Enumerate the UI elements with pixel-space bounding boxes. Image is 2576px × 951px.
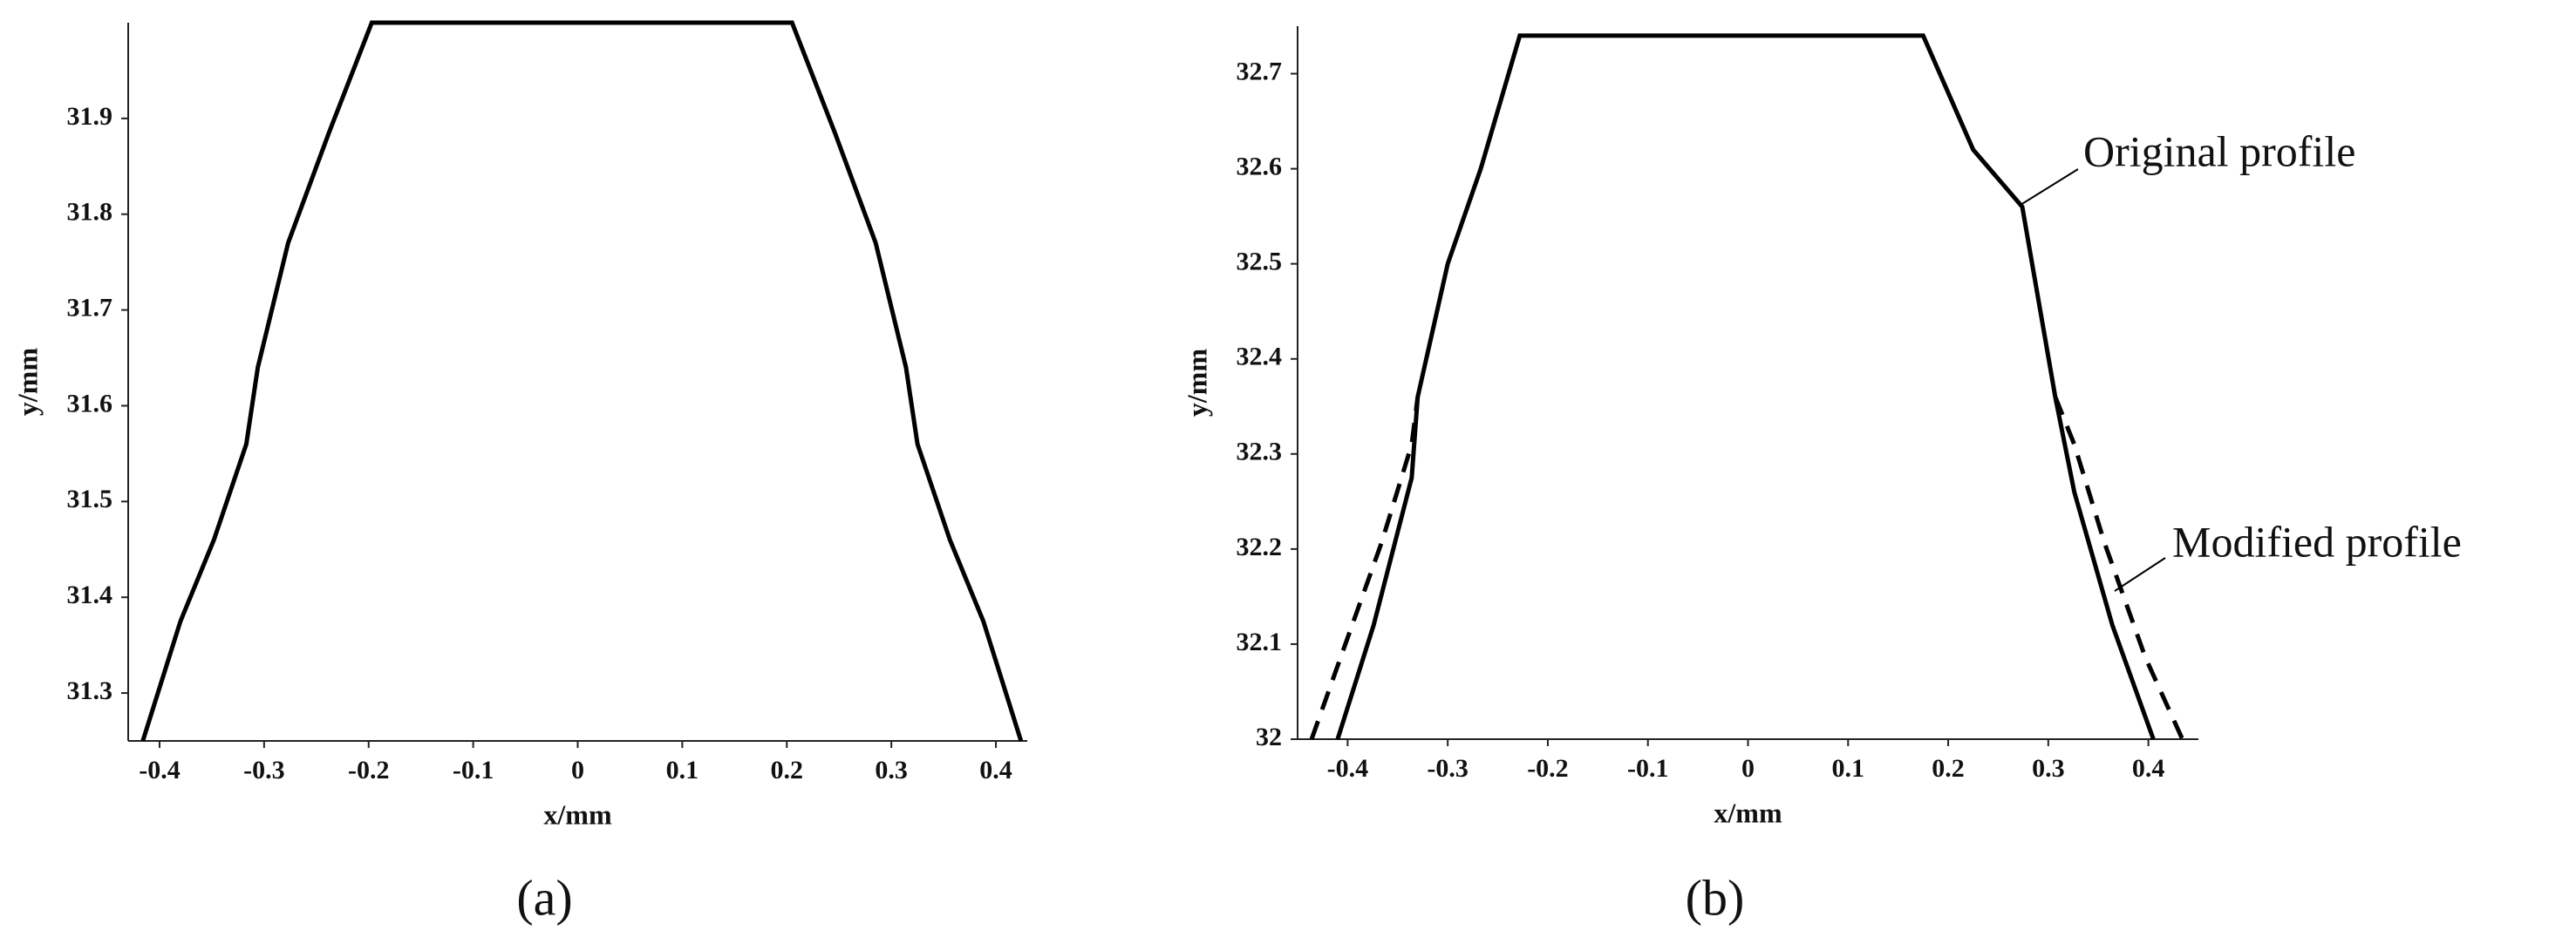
annotation: Modified profile [2172, 517, 2462, 566]
panel-label: (a) [516, 869, 572, 926]
x-tick-label: 0.2 [1932, 754, 1965, 783]
line-series [140, 20, 1024, 742]
x-axis-label: x/mm [543, 798, 612, 830]
y-tick-label: 32.5 [1237, 248, 1283, 276]
x-tick-label: -0.2 [1527, 754, 1569, 783]
leader-line [2114, 557, 2166, 592]
y-tick-label: 31.3 [67, 676, 113, 705]
y-tick-label: 32.6 [1237, 152, 1283, 180]
x-tick-label: -0.4 [1327, 754, 1369, 783]
y-axis-label: y/mm [1181, 349, 1212, 418]
x-tick-label: 0.4 [979, 756, 1012, 785]
y-tick-label: 31.7 [67, 293, 113, 322]
y-tick-label: 31.9 [67, 102, 113, 131]
x-tick-label: 0 [571, 756, 584, 785]
x-tick-label: 0.2 [771, 756, 804, 785]
x-tick-label: 0.4 [2132, 754, 2165, 783]
y-tick-label: 31.8 [67, 198, 113, 227]
x-tick-label: 0.3 [875, 756, 908, 785]
y-tick-label: 32.4 [1237, 343, 1283, 371]
line-series [1335, 33, 2156, 740]
y-tick-label: 32.7 [1237, 57, 1283, 85]
x-tick-label: 0 [1741, 754, 1755, 783]
x-tick-label: -0.1 [453, 756, 494, 785]
annotation: Original profile [2083, 126, 2355, 175]
y-tick-label: 32.1 [1237, 628, 1283, 656]
line-series [1309, 397, 1421, 740]
x-tick-label: -0.1 [1627, 754, 1669, 783]
x-tick-label: -0.4 [139, 756, 181, 785]
x-tick-label: 0.1 [666, 756, 699, 785]
panel-label: (b) [1686, 869, 1745, 926]
y-tick-label: 31.5 [67, 485, 113, 513]
x-tick-label: 0.3 [2032, 754, 2065, 783]
y-tick-label: 31.6 [67, 389, 113, 418]
x-axis-label: x/mm [1714, 797, 1782, 828]
y-tick-label: 32.2 [1237, 533, 1283, 561]
y-tick-label: 31.4 [67, 581, 113, 609]
x-tick-label: -0.3 [1427, 754, 1469, 783]
y-tick-label: 32.3 [1237, 438, 1283, 466]
y-axis-label: y/mm [11, 348, 43, 417]
x-tick-label: 0.1 [1832, 754, 1865, 783]
leader-line [2020, 168, 2079, 206]
x-tick-label: -0.2 [348, 756, 390, 785]
line-series [2053, 396, 2184, 741]
x-tick-label: -0.3 [243, 756, 285, 785]
y-tick-label: 32 [1256, 723, 1282, 751]
